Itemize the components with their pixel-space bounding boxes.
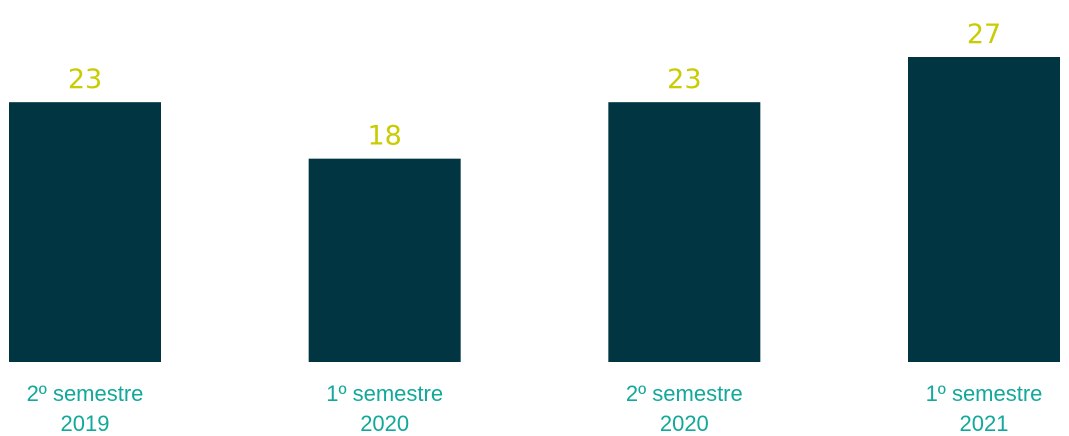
value-labels-group: 23 18 23 27 [68, 19, 1001, 152]
value-label-1: 18 [367, 121, 401, 152]
value-label-0: 23 [68, 64, 102, 95]
bar-3 [908, 57, 1060, 362]
value-label-3: 27 [967, 19, 1001, 50]
category-label-3-line-0: 1º semestre [926, 381, 1043, 406]
category-label-0-line-1: 2019 [61, 411, 110, 436]
bar-2 [608, 102, 761, 363]
bar-1 [308, 158, 461, 362]
category-label-1-line-0: 1º semestre [326, 381, 443, 406]
category-label-0-line-0: 2º semestre [27, 381, 144, 406]
category-label-3-line-1: 2021 [960, 411, 1009, 436]
category-label-2-line-1: 2020 [660, 411, 709, 436]
category-label-1-line-1: 2020 [360, 411, 409, 436]
category-label-2-line-0: 2º semestre [626, 381, 743, 406]
bars-group [9, 57, 1060, 363]
category-labels-group: 2º semestre 2019 1º semestre 2020 2º semestr… [27, 381, 1043, 436]
bar-0 [9, 102, 161, 363]
value-label-2: 23 [667, 64, 701, 95]
